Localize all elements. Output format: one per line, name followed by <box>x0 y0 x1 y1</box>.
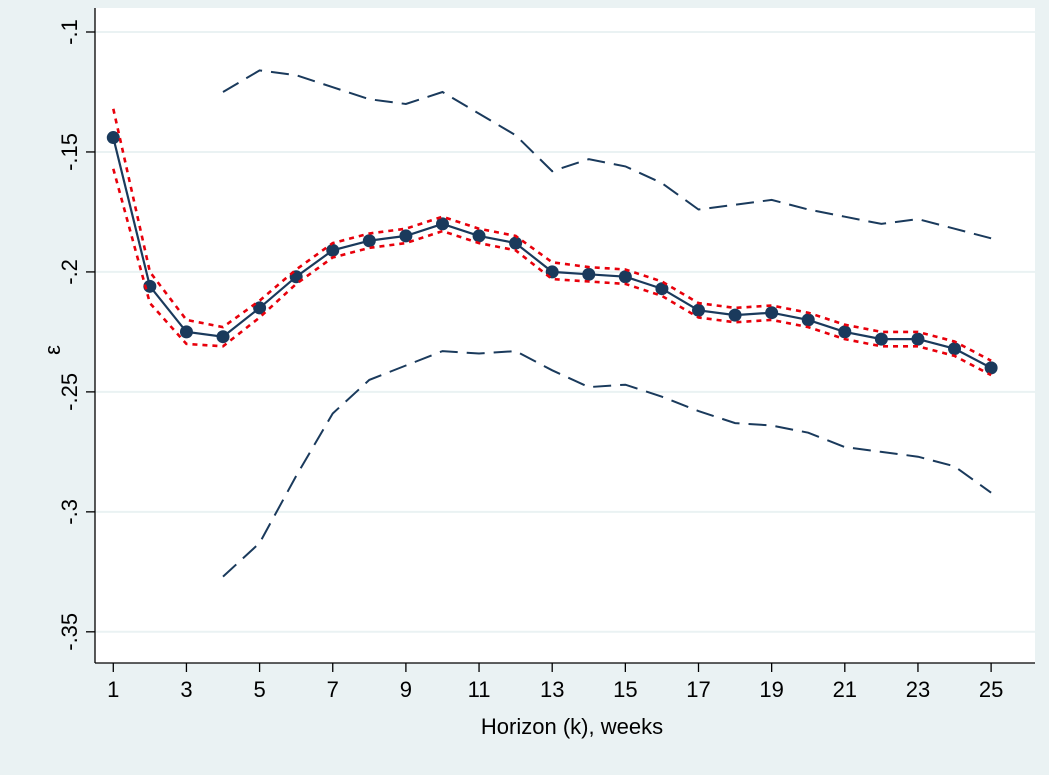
x-tick-label: 17 <box>686 677 710 702</box>
data-point <box>399 229 413 243</box>
x-tick-label: 11 <box>468 677 491 702</box>
data-point <box>728 308 742 322</box>
x-tick-label: 13 <box>540 677 564 702</box>
data-point <box>655 282 669 296</box>
data-point <box>765 306 779 320</box>
y-tick-label: -.1 <box>57 19 82 45</box>
data-point <box>984 361 998 375</box>
data-point <box>911 332 925 346</box>
data-point <box>326 243 340 257</box>
data-point <box>801 313 815 327</box>
data-point <box>106 131 120 145</box>
y-tick-label: -.3 <box>57 499 82 525</box>
series-group <box>106 69 998 578</box>
data-point <box>435 217 449 231</box>
x-tick-label: 1 <box>107 677 119 702</box>
x-axis-title: Horizon (k), weeks <box>481 714 663 739</box>
axes: -.1-.15-.2-.25-.3-.351 3 5 7 9 11 13 15 17 19 21 23… <box>57 8 1035 702</box>
x-tick-label: 25 <box>979 677 1003 702</box>
x-tick-label: 19 <box>759 677 783 702</box>
y-tick-label: -.2 <box>57 259 82 285</box>
series-line-outer-lower <box>222 350 992 578</box>
x-tick-label: 15 <box>613 677 637 702</box>
series-line-inner-lower <box>112 168 992 377</box>
data-point <box>216 330 230 344</box>
x-tick-label: 7 <box>327 677 339 702</box>
data-point <box>618 270 632 284</box>
y-tick-label: -.15 <box>57 133 82 171</box>
x-tick-label: 23 <box>906 677 930 702</box>
data-point <box>472 229 486 243</box>
data-point <box>253 301 267 315</box>
x-tick-label: 21 <box>833 677 857 702</box>
data-point <box>948 342 962 356</box>
y-tick-label: -.35 <box>57 613 82 651</box>
data-point <box>582 267 596 281</box>
data-point <box>874 332 888 346</box>
y-tick-label: -.25 <box>57 373 82 411</box>
data-point <box>509 236 523 250</box>
data-point <box>838 325 852 339</box>
data-point <box>692 303 706 317</box>
x-tick-label: 9 <box>400 677 412 702</box>
series-line-inner-upper <box>112 108 992 362</box>
y-axis-title: ε <box>40 345 65 355</box>
data-point <box>362 234 376 248</box>
x-tick-label: 5 <box>253 677 265 702</box>
data-point <box>143 279 157 293</box>
x-tick-label: 3 <box>180 677 192 702</box>
series-line-outer-upper <box>222 69 992 240</box>
data-point <box>179 325 193 339</box>
